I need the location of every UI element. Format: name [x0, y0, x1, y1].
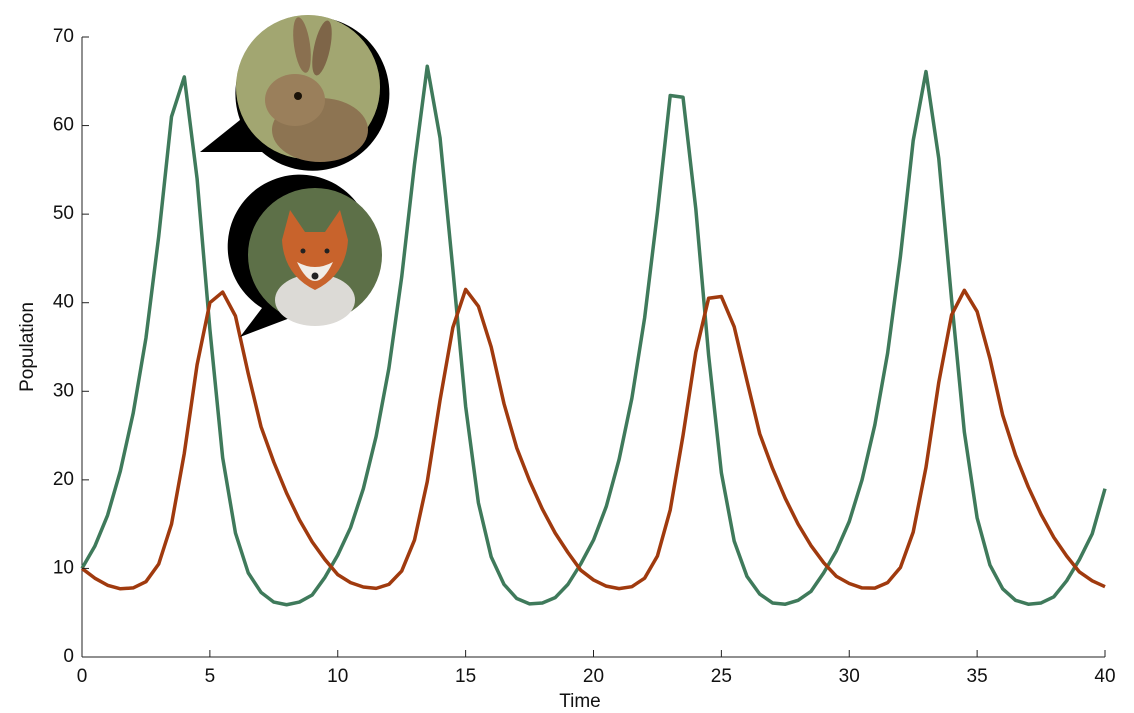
x-tick-label: 0: [77, 666, 88, 687]
x-tick-label: 30: [839, 666, 860, 687]
y-tick-label: 20: [53, 469, 74, 490]
x-tick-label: 40: [1094, 666, 1115, 687]
x-tick-label: 20: [583, 666, 604, 687]
x-tick-label: 10: [327, 666, 348, 687]
y-tick-label: 70: [53, 26, 74, 47]
y-tick-label: 50: [53, 203, 74, 224]
y-axis-label: Population: [17, 302, 38, 392]
predator-icon: [228, 175, 382, 337]
x-tick-label: 15: [455, 666, 476, 687]
y-tick-label: 0: [63, 646, 74, 667]
prey-icon: [200, 15, 389, 171]
y-tick-label: 60: [53, 115, 74, 136]
chart: Time Population 0 10 20 30 40 50 60 70 0 5 10 15 20 2…: [0, 0, 1134, 713]
x-tick-label: 35: [967, 666, 988, 687]
x-tick-label: 25: [711, 666, 732, 687]
x-tick-label: 5: [205, 666, 216, 687]
series-line: [82, 289, 1105, 588]
y-tick-label: 10: [53, 557, 74, 578]
y-tick-label: 40: [53, 292, 74, 313]
y-tick-label: 30: [53, 380, 74, 401]
x-axis-label: Time: [559, 691, 601, 712]
